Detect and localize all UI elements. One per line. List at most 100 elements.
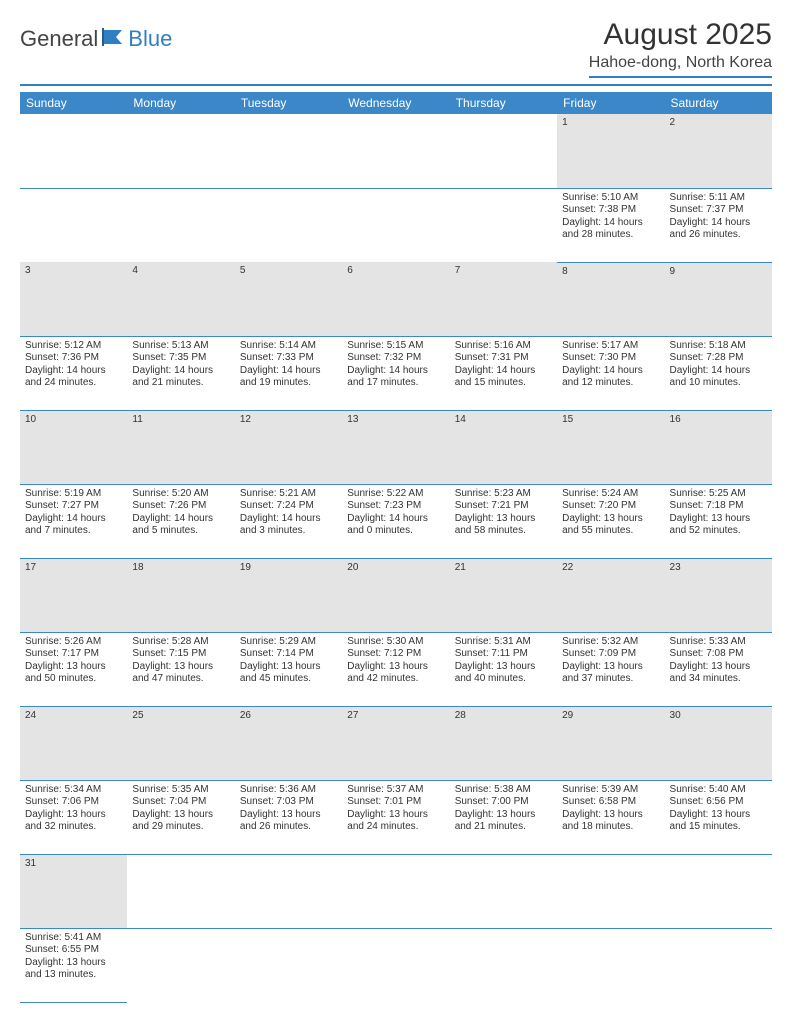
day-info-cell: Sunrise: 5:18 AMSunset: 7:28 PMDaylight:… <box>665 336 772 410</box>
sunset-line: Sunset: 7:15 PM <box>132 648 229 661</box>
day-info-cell <box>235 188 342 262</box>
day-info-cell: Sunrise: 5:15 AMSunset: 7:32 PMDaylight:… <box>342 336 449 410</box>
sunset-line: Sunset: 7:23 PM <box>347 500 444 513</box>
sunset-line: Sunset: 7:08 PM <box>670 648 767 661</box>
day-number-cell: 7 <box>450 262 557 336</box>
sunset-line: Sunset: 7:26 PM <box>132 500 229 513</box>
day-number-cell <box>557 854 664 928</box>
day-header: Saturday <box>665 92 772 114</box>
sunset-line: Sunset: 7:00 PM <box>455 796 552 809</box>
day-info-cell <box>127 188 234 262</box>
day-number-cell: 31 <box>20 854 127 928</box>
daylight-line: Daylight: 14 hours and 12 minutes. <box>562 365 659 390</box>
day-info-cell: Sunrise: 5:33 AMSunset: 7:08 PMDaylight:… <box>665 632 772 706</box>
sunset-line: Sunset: 6:58 PM <box>562 796 659 809</box>
day-info-cell: Sunrise: 5:41 AMSunset: 6:55 PMDaylight:… <box>20 928 127 1002</box>
day-number-cell: 15 <box>557 410 664 484</box>
day-number-cell: 19 <box>235 558 342 632</box>
sunset-line: Sunset: 7:38 PM <box>562 204 659 217</box>
sunset-line: Sunset: 7:33 PM <box>240 352 337 365</box>
sunset-line: Sunset: 7:21 PM <box>455 500 552 513</box>
day-number-cell: 24 <box>20 706 127 780</box>
day-info-row: Sunrise: 5:12 AMSunset: 7:36 PMDaylight:… <box>20 336 772 410</box>
sunrise-line: Sunrise: 5:29 AM <box>240 636 337 649</box>
day-number-cell: 16 <box>665 410 772 484</box>
day-info-cell: Sunrise: 5:21 AMSunset: 7:24 PMDaylight:… <box>235 484 342 558</box>
sunrise-line: Sunrise: 5:32 AM <box>562 636 659 649</box>
sunrise-line: Sunrise: 5:14 AM <box>240 340 337 353</box>
day-info-row: Sunrise: 5:19 AMSunset: 7:27 PMDaylight:… <box>20 484 772 558</box>
sunrise-line: Sunrise: 5:19 AM <box>25 488 122 501</box>
day-number-cell: 28 <box>450 706 557 780</box>
sunrise-line: Sunrise: 5:13 AM <box>132 340 229 353</box>
daylight-line: Daylight: 13 hours and 29 minutes. <box>132 809 229 834</box>
day-info-cell: Sunrise: 5:37 AMSunset: 7:01 PMDaylight:… <box>342 780 449 854</box>
sunrise-line: Sunrise: 5:33 AM <box>670 636 767 649</box>
sunset-line: Sunset: 7:01 PM <box>347 796 444 809</box>
day-header: Tuesday <box>235 92 342 114</box>
day-info-row: Sunrise: 5:26 AMSunset: 7:17 PMDaylight:… <box>20 632 772 706</box>
day-number-row: 10111213141516 <box>20 410 772 484</box>
day-info-cell: Sunrise: 5:24 AMSunset: 7:20 PMDaylight:… <box>557 484 664 558</box>
day-number-cell: 9 <box>665 262 772 336</box>
day-info-cell: Sunrise: 5:14 AMSunset: 7:33 PMDaylight:… <box>235 336 342 410</box>
day-info-cell: Sunrise: 5:32 AMSunset: 7:09 PMDaylight:… <box>557 632 664 706</box>
daylight-line: Daylight: 13 hours and 47 minutes. <box>132 661 229 686</box>
daylight-line: Daylight: 14 hours and 28 minutes. <box>562 217 659 242</box>
day-info-cell: Sunrise: 5:25 AMSunset: 7:18 PMDaylight:… <box>665 484 772 558</box>
daylight-line: Daylight: 13 hours and 55 minutes. <box>562 513 659 538</box>
day-info-cell: Sunrise: 5:17 AMSunset: 7:30 PMDaylight:… <box>557 336 664 410</box>
sunset-line: Sunset: 7:24 PM <box>240 500 337 513</box>
daylight-line: Daylight: 14 hours and 7 minutes. <box>25 513 122 538</box>
day-info-cell: Sunrise: 5:34 AMSunset: 7:06 PMDaylight:… <box>20 780 127 854</box>
daylight-line: Daylight: 13 hours and 37 minutes. <box>562 661 659 686</box>
day-number-cell: 26 <box>235 706 342 780</box>
day-header: Wednesday <box>342 92 449 114</box>
day-number-cell: 27 <box>342 706 449 780</box>
day-info-cell: Sunrise: 5:35 AMSunset: 7:04 PMDaylight:… <box>127 780 234 854</box>
day-number-cell: 17 <box>20 558 127 632</box>
day-number-cell: 21 <box>450 558 557 632</box>
day-number-cell <box>665 854 772 928</box>
sunrise-line: Sunrise: 5:34 AM <box>25 784 122 797</box>
day-info-cell: Sunrise: 5:26 AMSunset: 7:17 PMDaylight:… <box>20 632 127 706</box>
header-rule <box>20 84 772 86</box>
day-number-cell: 14 <box>450 410 557 484</box>
day-number-cell: 22 <box>557 558 664 632</box>
sunset-line: Sunset: 7:12 PM <box>347 648 444 661</box>
day-number-cell: 1 <box>557 114 664 188</box>
day-number-cell: 6 <box>342 262 449 336</box>
day-info-cell: Sunrise: 5:22 AMSunset: 7:23 PMDaylight:… <box>342 484 449 558</box>
sunrise-line: Sunrise: 5:35 AM <box>132 784 229 797</box>
day-info-cell: Sunrise: 5:13 AMSunset: 7:35 PMDaylight:… <box>127 336 234 410</box>
flag-icon <box>102 26 126 52</box>
day-number-cell <box>127 854 234 928</box>
day-info-cell: Sunrise: 5:10 AMSunset: 7:38 PMDaylight:… <box>557 188 664 262</box>
sunset-line: Sunset: 7:37 PM <box>670 204 767 217</box>
day-info-cell <box>557 928 664 1002</box>
day-info-cell <box>450 928 557 1002</box>
day-info-cell: Sunrise: 5:40 AMSunset: 6:56 PMDaylight:… <box>665 780 772 854</box>
daylight-line: Daylight: 13 hours and 42 minutes. <box>347 661 444 686</box>
day-header-row: Sunday Monday Tuesday Wednesday Thursday… <box>20 92 772 114</box>
day-info-cell: Sunrise: 5:16 AMSunset: 7:31 PMDaylight:… <box>450 336 557 410</box>
day-info-cell: Sunrise: 5:38 AMSunset: 7:00 PMDaylight:… <box>450 780 557 854</box>
day-info-cell <box>20 188 127 262</box>
sunrise-line: Sunrise: 5:39 AM <box>562 784 659 797</box>
day-header: Sunday <box>20 92 127 114</box>
day-number-row: 31 <box>20 854 772 928</box>
sunset-line: Sunset: 7:20 PM <box>562 500 659 513</box>
sunset-line: Sunset: 7:03 PM <box>240 796 337 809</box>
day-info-cell: Sunrise: 5:11 AMSunset: 7:37 PMDaylight:… <box>665 188 772 262</box>
daylight-line: Daylight: 13 hours and 21 minutes. <box>455 809 552 834</box>
sunset-line: Sunset: 7:28 PM <box>670 352 767 365</box>
sunrise-line: Sunrise: 5:28 AM <box>132 636 229 649</box>
sunrise-line: Sunrise: 5:24 AM <box>562 488 659 501</box>
day-number-cell: 20 <box>342 558 449 632</box>
sunrise-line: Sunrise: 5:26 AM <box>25 636 122 649</box>
day-number-row: 17181920212223 <box>20 558 772 632</box>
logo-text-blue: Blue <box>128 26 172 52</box>
day-info-cell <box>342 928 449 1002</box>
day-header: Thursday <box>450 92 557 114</box>
day-number-row: 24252627282930 <box>20 706 772 780</box>
